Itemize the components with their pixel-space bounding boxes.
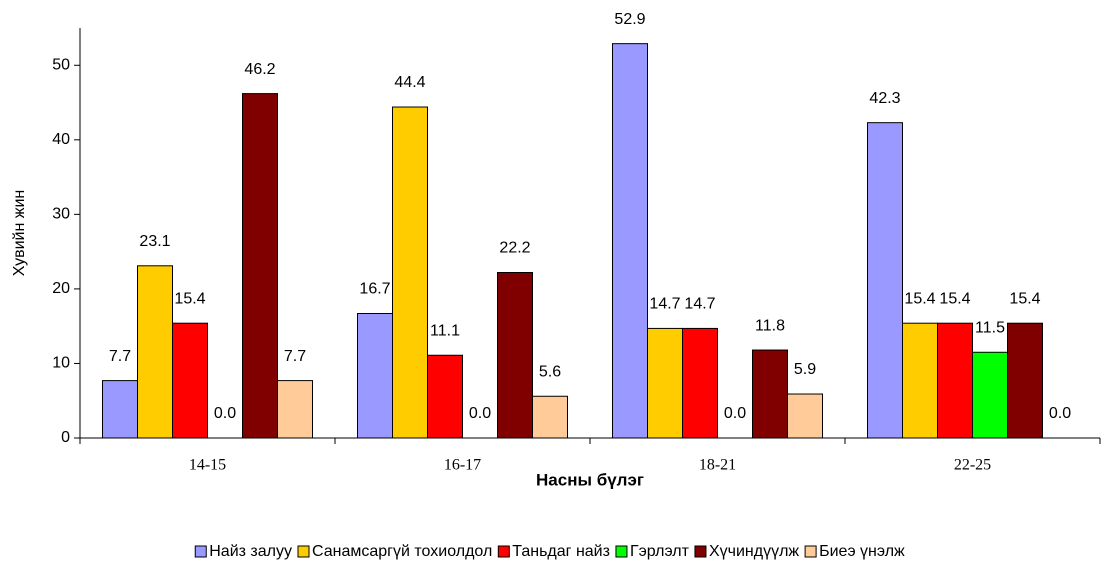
data-label: 22.2 (499, 240, 530, 257)
bar (682, 327, 718, 439)
x-tick-label: 18-21 (699, 457, 736, 474)
legend-label: Таньдаг найз (512, 543, 610, 560)
bar (242, 93, 278, 439)
data-label: 14.7 (684, 296, 715, 313)
bar (972, 351, 1008, 439)
bar (902, 322, 938, 439)
legend-swatch (694, 545, 707, 558)
legend-label: Санамсаргүй тохиолдол (312, 543, 492, 560)
data-label: 23.1 (139, 233, 170, 250)
legend-label: Биеэ үнэлж (819, 543, 905, 560)
legend-swatch (804, 545, 817, 558)
data-label: 11.5 (975, 319, 1005, 336)
data-label: 16.7 (359, 281, 390, 298)
y-tick-label: 30 (52, 206, 70, 223)
data-label: 15.4 (939, 290, 970, 307)
data-label: 15.4 (1009, 290, 1040, 307)
x-tick-label: 14-15 (189, 457, 226, 474)
bar (392, 106, 428, 439)
data-label: 15.4 (904, 290, 935, 307)
data-label: 52.9 (614, 11, 645, 28)
data-label: 7.7 (284, 348, 306, 365)
x-tick-label: 22-25 (954, 457, 991, 474)
data-label: 0.0 (1049, 405, 1071, 422)
data-label: 46.2 (244, 61, 275, 78)
bar (102, 380, 138, 439)
legend-swatch (297, 545, 310, 558)
data-label: 7.7 (109, 348, 131, 365)
data-label: 5.6 (539, 363, 561, 380)
legend-swatch (497, 545, 510, 558)
data-label: 5.9 (794, 361, 816, 378)
legend-swatch (615, 545, 628, 558)
data-label: 0.0 (214, 405, 236, 422)
y-tick-label: 0 (61, 429, 70, 446)
data-label: 14.7 (649, 296, 680, 313)
x-tick-label: 16-17 (444, 457, 481, 474)
bar (137, 265, 173, 439)
data-label: 11.8 (755, 317, 785, 334)
y-axis-title: Хувийн жин (11, 190, 28, 276)
data-label: 44.4 (394, 74, 425, 91)
data-label: 0.0 (724, 405, 746, 422)
legend-label: Гэрлэлт (630, 543, 690, 560)
bar (647, 327, 683, 439)
legend-swatch (194, 545, 207, 558)
bar (427, 354, 463, 439)
legend-label: Хүчиндүүлж (709, 543, 799, 560)
bar (937, 322, 973, 439)
y-tick-label: 10 (52, 355, 70, 372)
bar (752, 349, 788, 439)
data-label: 42.3 (869, 90, 900, 107)
bar (532, 395, 568, 439)
y-tick-label: 20 (52, 280, 70, 297)
y-tick-label: 50 (52, 56, 70, 73)
bar (867, 122, 903, 439)
legend-label: Найз залуу (209, 543, 292, 560)
bar (172, 322, 208, 439)
bar (357, 313, 393, 439)
data-label: 11.1 (430, 322, 460, 339)
bar (612, 43, 648, 439)
bar (497, 272, 533, 439)
data-label: 15.4 (174, 290, 205, 307)
bar (277, 380, 313, 439)
x-axis-title: Насны бүлэг (536, 470, 644, 489)
data-label: 0.0 (469, 405, 491, 422)
bar (787, 393, 823, 439)
y-tick-label: 40 (52, 131, 70, 148)
bar (1007, 322, 1043, 439)
